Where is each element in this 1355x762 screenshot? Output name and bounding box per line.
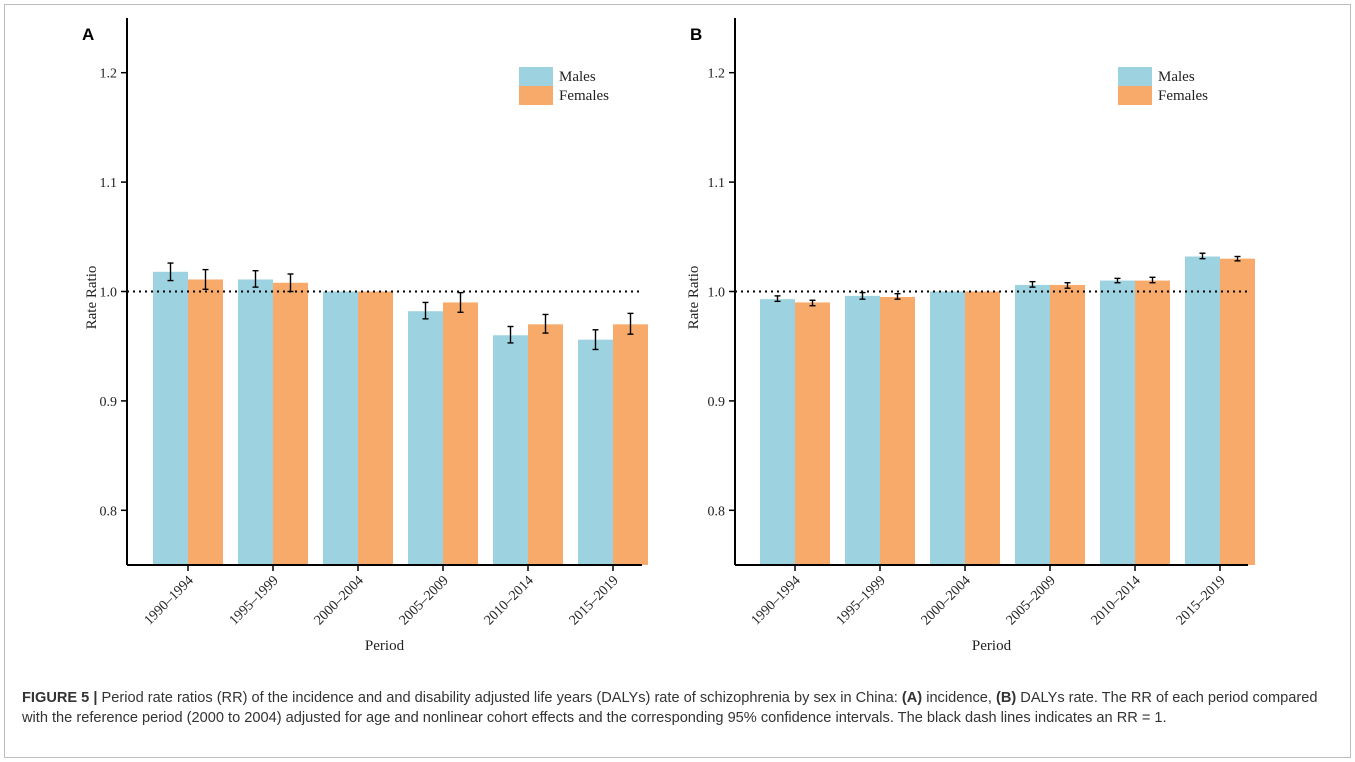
legend-swatch-females [519, 86, 553, 105]
figure-caption: FIGURE 5 | Period rate ratios (RR) of th… [22, 688, 1340, 728]
bar-males-0 [760, 299, 795, 565]
error-bar-males-0 [774, 295, 781, 303]
bar-females-5 [613, 324, 648, 565]
x-tick-label: 2005–2009 [1004, 573, 1059, 628]
error-bar-females-3 [457, 291, 464, 313]
legend-swatch-males [1118, 67, 1152, 86]
bar-females-3 [1050, 284, 1085, 565]
bar-females-4 [1135, 280, 1170, 565]
bar-males-1 [845, 295, 880, 565]
error-bar-females-0 [202, 268, 209, 291]
bar-females-3 [443, 302, 478, 565]
caption-figure-label: FIGURE 5 | [22, 690, 98, 706]
panel-a: A 1990–1994 1995–1999 2000–2004 2005–2009 201… [82, 18, 648, 654]
y-tick-label: 0.8 [100, 504, 118, 519]
x-tick-label: 1990–1994 [749, 573, 804, 628]
error-bar-females-3 [1064, 282, 1071, 289]
bar-females-0 [188, 279, 223, 565]
caption-text-intro: Period rate ratios (RR) of the incidence… [97, 690, 902, 706]
y-tick-label: 1.0 [100, 286, 118, 301]
figure-charts: A 1990–1994 1995–1999 2000–2004 2005–2009 201… [82, 18, 1255, 654]
y-tick-label: 1.1 [708, 176, 726, 191]
y-tick-label: 0.8 [708, 504, 726, 519]
error-bar-females-4 [542, 313, 549, 334]
x-axis-title: Period [972, 638, 1012, 654]
x-tick-label: 2000–2004 [312, 573, 367, 628]
y-tick-label: 1.0 [708, 286, 726, 301]
figure-frame [4, 4, 1351, 758]
legend-swatch-females [1118, 86, 1152, 105]
bar-males-2 [323, 291, 358, 565]
bar-males-1 [238, 279, 273, 565]
error-bar-females-5 [627, 312, 634, 335]
error-bar-males-4 [1114, 277, 1121, 284]
panel-letter: A [82, 25, 94, 44]
bar-females-2 [358, 291, 393, 565]
x-tick-label: 2010–2014 [1089, 573, 1144, 628]
bar-females-4 [528, 324, 563, 565]
caption-panel-b-text: DALYs rate. The RR of each period compar… [22, 690, 1318, 726]
error-bar-males-1 [859, 291, 866, 300]
error-bar-males-0 [167, 262, 174, 282]
x-tick-label: 2015–2019 [567, 573, 622, 628]
error-bar-females-1 [894, 292, 901, 300]
bar-males-2 [930, 291, 965, 565]
bar-males-5 [1185, 256, 1220, 565]
bar-females-1 [273, 282, 308, 565]
x-tick-label: 2010–2014 [482, 573, 537, 628]
y-axis-title: Rate Ratio [84, 266, 100, 330]
error-bar-males-5 [1199, 252, 1206, 260]
bar-females-1 [880, 296, 915, 565]
x-tick-label: 2005–2009 [397, 573, 452, 628]
x-tick-label: 1995–1999 [834, 573, 889, 628]
legend-label-females: Females [1158, 88, 1208, 104]
caption-panel-b-label: (B) [995, 690, 1017, 706]
error-bar-females-4 [1149, 276, 1156, 284]
legend-label-males: Males [1158, 69, 1195, 85]
legend-label-females: Females [559, 88, 609, 104]
bar-females-0 [795, 302, 830, 565]
bar-males-3 [408, 311, 443, 565]
error-bar-females-0 [809, 299, 816, 307]
x-tick-label: 1990–1994 [142, 573, 197, 628]
x-axis-title: Period [365, 638, 405, 654]
y-tick-label: 0.9 [708, 395, 726, 410]
error-bar-females-5 [1234, 255, 1241, 262]
error-bar-males-4 [507, 325, 514, 344]
error-bar-males-5 [592, 329, 599, 351]
error-bar-males-3 [1029, 280, 1036, 288]
y-tick-label: 1.2 [708, 67, 726, 82]
x-tick-label: 1995–1999 [227, 573, 282, 628]
x-tick-label: 2000–2004 [919, 573, 974, 628]
bar-males-4 [1100, 280, 1135, 565]
y-tick-label: 0.9 [100, 395, 118, 410]
bar-males-4 [493, 335, 528, 565]
y-tick-label: 1.1 [100, 176, 118, 191]
legend-label-males: Males [559, 69, 596, 85]
bar-females-2 [965, 291, 1000, 565]
error-bar-males-3 [422, 301, 429, 320]
bar-males-0 [153, 271, 188, 565]
x-tick-label: 2015–2019 [1174, 573, 1229, 628]
error-bar-males-1 [252, 270, 259, 288]
bar-females-5 [1220, 258, 1255, 565]
y-axis-title: Rate Ratio [686, 266, 702, 330]
panel-letter: B [690, 25, 702, 44]
legend-swatch-males [519, 67, 553, 86]
bar-males-3 [1015, 284, 1050, 565]
caption-panel-a-label: (A) [901, 690, 923, 706]
caption-panel-a-text: incidence, [922, 690, 996, 706]
bar-males-5 [578, 339, 613, 565]
y-tick-label: 1.2 [100, 67, 118, 82]
panel-b: B 1990–1994 1995–1999 2000–2004 2005–2009 201… [686, 18, 1255, 654]
